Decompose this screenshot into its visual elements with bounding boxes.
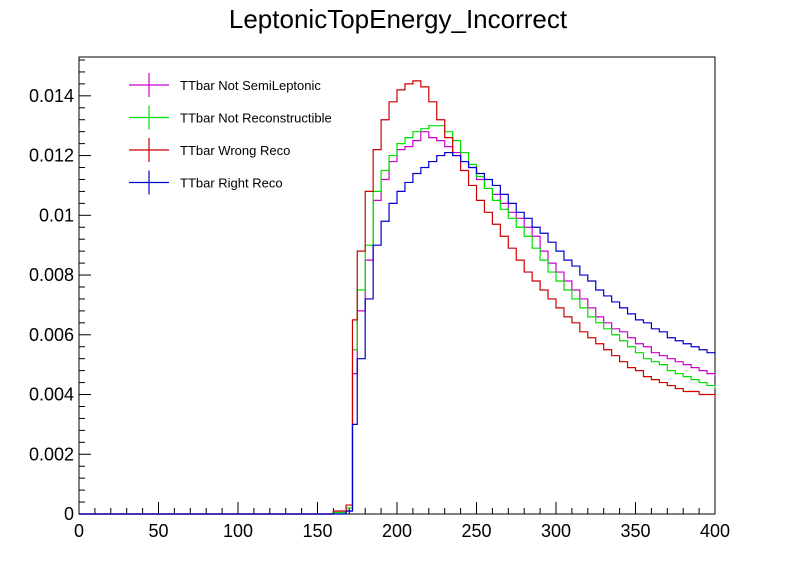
x-tick-label: 200 <box>382 521 412 541</box>
x-tick-label: 250 <box>461 521 491 541</box>
x-tick-label: 50 <box>148 521 168 541</box>
legend: TTbar Not SemiLeptonic TTbar Not Reconstr… <box>129 73 332 195</box>
y-tick-label: 0.012 <box>29 146 74 166</box>
y-tick-label: 0.002 <box>29 444 74 464</box>
chart-title: LeptonicTopEnergy_Incorrect <box>228 4 568 34</box>
legend-label: TTbar Not SemiLeptonic <box>180 78 321 93</box>
series-line <box>79 131 716 515</box>
y-tick-label: 0.01 <box>39 205 74 225</box>
x-tick-label: 350 <box>620 521 650 541</box>
y-axis: 0 0.002 0.004 0.006 0.008 0.01 0.012 0.014 <box>29 59 91 524</box>
y-tick-label: 0.006 <box>29 325 74 345</box>
y-tick-label: 0.004 <box>29 385 74 405</box>
x-tick-label: 0 <box>74 521 84 541</box>
y-tick-label: 0.008 <box>29 265 74 285</box>
x-tick-label: 100 <box>223 521 253 541</box>
x-axis: 0 50 100 150 200 250 300 350 400 <box>74 502 730 541</box>
legend-label: TTbar Wrong Reco <box>180 143 290 158</box>
y-tick-label: 0 <box>64 504 74 524</box>
legend-label: TTbar Not Reconstructible <box>180 111 332 126</box>
x-tick-label: 300 <box>541 521 571 541</box>
y-tick-label: 0.014 <box>29 86 74 106</box>
series-layer <box>79 80 716 515</box>
plot-frame <box>78 56 716 515</box>
legend-label: TTbar Right Reco <box>180 176 283 191</box>
series-line <box>79 125 716 515</box>
x-tick-label: 400 <box>700 521 730 541</box>
x-tick-label: 150 <box>302 521 332 541</box>
series-line <box>79 80 716 515</box>
series-line <box>79 151 716 515</box>
